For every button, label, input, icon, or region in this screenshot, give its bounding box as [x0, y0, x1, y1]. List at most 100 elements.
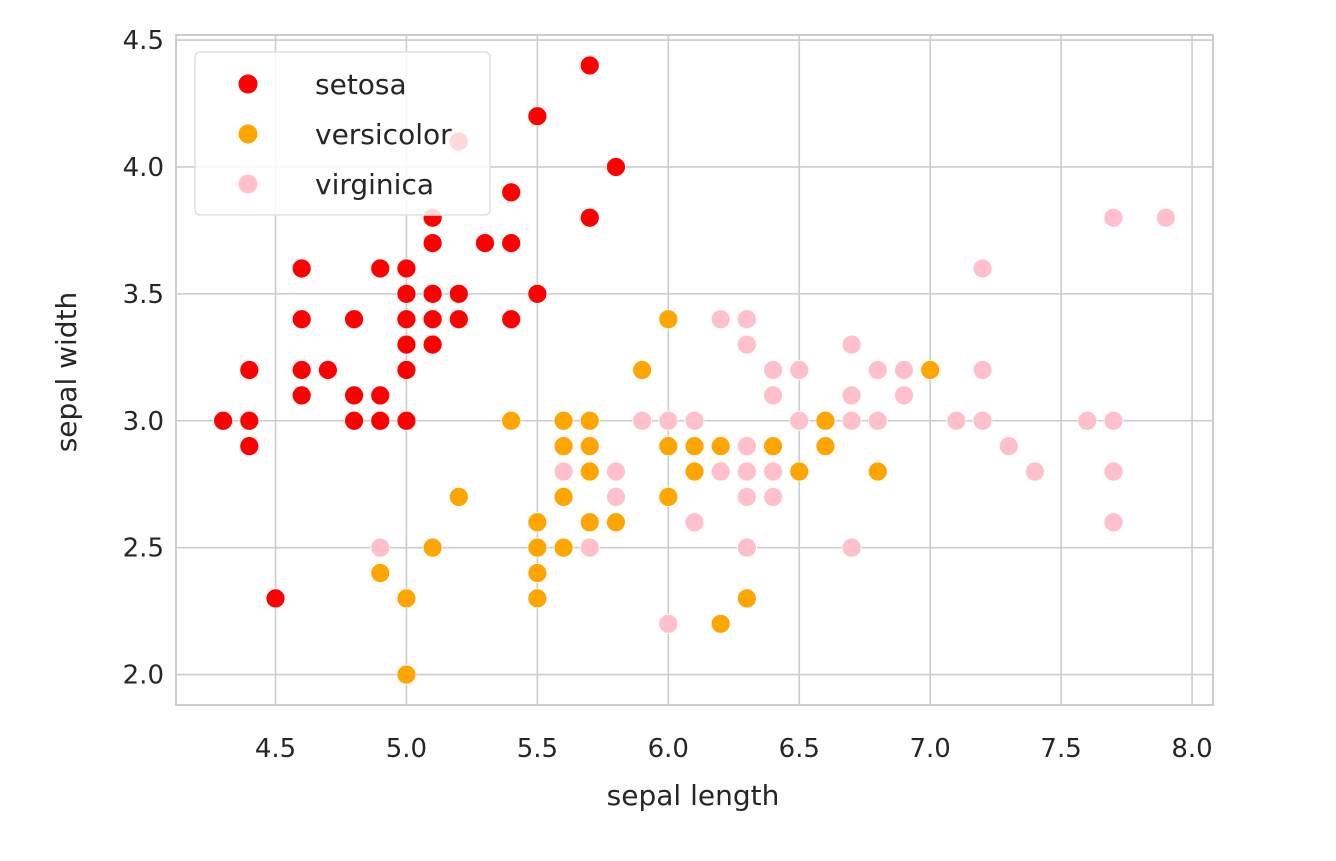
- legend-label-versicolor: versicolor: [315, 118, 452, 151]
- data-point-virginica: [606, 461, 626, 482]
- data-point-setosa: [213, 410, 234, 431]
- data-point-virginica: [763, 486, 783, 507]
- data-point-virginica: [736, 537, 757, 558]
- data-point-virginica: [1025, 461, 1045, 482]
- data-point-setosa: [396, 283, 417, 304]
- data-point-versicolor: [658, 309, 679, 330]
- data-point-virginica: [370, 537, 391, 558]
- y-axis-label: sepal width: [50, 292, 83, 453]
- data-point-versicolor: [579, 512, 600, 533]
- data-point-virginica: [894, 385, 914, 406]
- data-point-setosa: [579, 55, 600, 76]
- data-point-versicolor: [553, 486, 574, 507]
- data-point-setosa: [422, 233, 443, 254]
- data-point-versicolor: [579, 410, 600, 431]
- data-point-virginica: [1103, 207, 1124, 228]
- data-point-versicolor: [632, 360, 653, 380]
- legend-marker-setosa: [238, 74, 258, 94]
- data-point-setosa: [344, 385, 364, 406]
- data-point-versicolor: [527, 563, 548, 583]
- x-tick-label: 5.5: [517, 734, 558, 764]
- data-point-setosa: [396, 309, 417, 330]
- data-point-versicolor: [553, 436, 574, 457]
- data-point-setosa: [239, 436, 260, 457]
- y-tick-label: 2.0: [123, 661, 164, 691]
- data-point-setosa: [291, 360, 312, 380]
- data-point-setosa: [422, 309, 443, 330]
- data-point-versicolor: [920, 360, 941, 380]
- data-point-versicolor: [658, 486, 679, 507]
- data-point-setosa: [501, 233, 522, 254]
- data-point-virginica: [658, 613, 679, 634]
- data-point-virginica: [789, 410, 810, 431]
- data-point-setosa: [501, 309, 522, 330]
- data-point-setosa: [396, 360, 417, 380]
- x-tick-label: 7.5: [1040, 734, 1081, 764]
- legend-box: [194, 51, 491, 216]
- data-point-setosa: [396, 410, 417, 431]
- data-point-virginica: [998, 436, 1019, 457]
- data-point-setosa: [448, 283, 469, 304]
- x-tick-label: 8.0: [1171, 734, 1212, 764]
- data-point-virginica: [553, 461, 574, 482]
- legend: setosa versicolor virginica: [194, 51, 491, 216]
- data-point-setosa: [422, 283, 443, 304]
- data-point-virginica: [1103, 512, 1124, 533]
- data-point-virginica: [841, 537, 862, 558]
- data-point-setosa: [370, 258, 391, 279]
- data-point-setosa: [239, 410, 260, 431]
- data-point-versicolor: [815, 410, 836, 431]
- data-point-versicolor: [763, 436, 783, 457]
- x-tick-label: 7.0: [910, 734, 951, 764]
- data-point-versicolor: [396, 588, 417, 609]
- data-point-versicolor: [527, 537, 548, 558]
- data-point-virginica: [894, 360, 914, 380]
- data-point-setosa: [527, 106, 548, 127]
- y-tick-label: 3.0: [123, 407, 164, 437]
- data-point-virginica: [867, 360, 888, 380]
- data-point-setosa: [448, 309, 469, 330]
- data-point-virginica: [736, 334, 757, 355]
- data-point-virginica: [579, 537, 600, 558]
- data-points: [213, 55, 1176, 685]
- data-point-virginica: [606, 486, 626, 507]
- data-point-setosa: [291, 258, 312, 279]
- data-point-versicolor: [710, 436, 731, 457]
- data-point-versicolor: [658, 436, 679, 457]
- data-point-virginica: [710, 309, 731, 330]
- data-point-virginica: [841, 410, 862, 431]
- data-point-virginica: [841, 334, 862, 355]
- data-point-virginica: [789, 360, 810, 380]
- legend-label-setosa: setosa: [315, 68, 407, 101]
- data-point-setosa: [422, 334, 443, 355]
- data-point-virginica: [658, 410, 679, 431]
- data-point-setosa: [291, 309, 312, 330]
- data-point-setosa: [317, 360, 338, 380]
- data-point-setosa: [291, 385, 312, 406]
- data-point-versicolor: [736, 588, 757, 609]
- data-point-virginica: [736, 461, 757, 482]
- data-point-virginica: [736, 486, 757, 507]
- data-point-virginica: [946, 410, 967, 431]
- data-point-setosa: [606, 157, 626, 177]
- x-tick-labels: 4.5 5.0 5.5 6.0 6.5 7.0 7.5 8.0: [255, 734, 1213, 764]
- y-tick-label: 4.5: [123, 26, 164, 56]
- data-point-versicolor: [370, 563, 391, 583]
- data-point-versicolor: [579, 436, 600, 457]
- x-tick-label: 5.0: [386, 734, 427, 764]
- data-point-setosa: [396, 258, 417, 279]
- y-tick-label: 3.5: [123, 280, 164, 310]
- data-point-virginica: [1077, 410, 1098, 431]
- data-point-virginica: [763, 385, 783, 406]
- data-point-setosa: [527, 283, 548, 304]
- data-point-setosa: [344, 309, 364, 330]
- data-point-virginica: [841, 385, 862, 406]
- data-point-virginica: [972, 410, 993, 431]
- data-point-setosa: [370, 385, 391, 406]
- data-point-virginica: [736, 436, 757, 457]
- data-point-versicolor: [501, 410, 522, 431]
- data-point-versicolor: [553, 537, 574, 558]
- x-axis-label: sepal length: [607, 779, 780, 812]
- x-tick-label: 6.5: [779, 734, 820, 764]
